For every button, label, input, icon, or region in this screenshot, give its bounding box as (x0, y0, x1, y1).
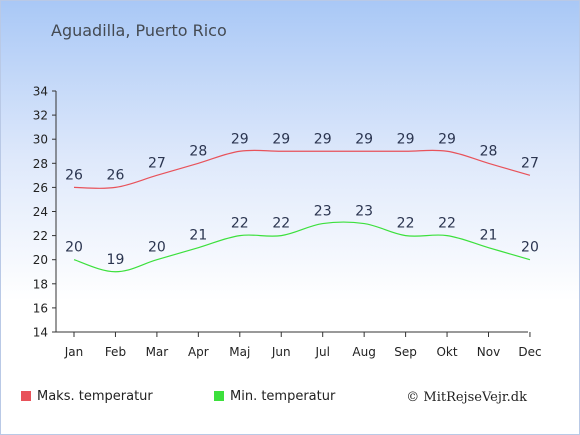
y-tick-label: 14 (33, 326, 48, 340)
data-label-max: 27 (521, 155, 539, 171)
data-label-min: 22 (438, 216, 456, 232)
data-label-min: 21 (480, 228, 498, 244)
x-tick-label: Sep (394, 345, 417, 359)
series-line-max (73, 149, 531, 189)
x-tick-label: Jan (64, 345, 84, 359)
x-tick-label: Aug (352, 345, 375, 359)
x-tick-label: Feb (105, 345, 126, 359)
legend-item-max: Maks. temperatur (21, 389, 153, 404)
data-label-min: 21 (189, 228, 207, 244)
legend-swatch-max (21, 391, 31, 401)
y-tick-label: 32 (33, 109, 48, 123)
legend-item-min: Min. temperatur (214, 389, 335, 404)
data-label-min: 20 (521, 240, 539, 256)
x-tick-label: Mar (146, 345, 169, 359)
series-line-min (73, 221, 531, 273)
y-tick-label: 16 (33, 301, 48, 315)
y-tick-label: 18 (33, 277, 48, 291)
data-label-min: 19 (107, 252, 125, 268)
data-label-max: 29 (355, 131, 373, 147)
data-label-min: 22 (272, 216, 290, 232)
y-tick-label: 28 (33, 157, 48, 171)
data-label-max: 26 (65, 167, 83, 183)
legend-label-min: Min. temperatur (230, 389, 336, 404)
data-label-max: 29 (231, 131, 249, 147)
x-tick-label: Jul (314, 345, 329, 359)
chart-title: Aguadilla, Puerto Rico (51, 21, 227, 40)
series-lines (73, 149, 531, 273)
x-tick-label: Maj (229, 345, 250, 359)
data-label-max: 29 (397, 131, 415, 147)
x-tick-label: Jun (271, 345, 291, 359)
y-tick-label: 26 (33, 181, 48, 195)
data-label-max: 27 (148, 155, 166, 171)
axes: 14 16 18 20 22 24 26 28 30 32 34 Jan Feb Mar Apr Maj Jun… (33, 85, 542, 360)
x-tick-label: Okt (436, 345, 457, 359)
legend-label-max: Maks. temperatur (37, 389, 153, 404)
data-label-max: 29 (438, 131, 456, 147)
data-label-max: 28 (189, 143, 207, 159)
legend-swatch-min (214, 391, 224, 401)
data-label-max: 29 (314, 131, 332, 147)
data-label-min: 20 (148, 240, 166, 256)
data-label-min: 22 (231, 216, 249, 232)
x-tick-label: Apr (188, 345, 209, 359)
data-labels: 26 26 27 28 29 29 29 29 29 29 28 27 20 19 20 21 22 22 23 23… (65, 131, 539, 268)
data-label-min: 22 (397, 216, 415, 232)
y-tick-label: 20 (33, 253, 48, 267)
x-tick-label: Dec (518, 345, 541, 359)
data-label-min: 23 (355, 204, 373, 220)
data-label-min: 23 (314, 204, 332, 220)
y-tick-label: 24 (33, 205, 48, 219)
data-label-max: 28 (480, 143, 498, 159)
y-tick-label: 30 (33, 133, 48, 147)
y-tick-label: 34 (33, 85, 48, 99)
copyright-text: © MitRejseVejr.dk (406, 390, 527, 405)
data-label-max: 29 (272, 131, 290, 147)
x-tick-label: Nov (477, 345, 500, 359)
data-label-max: 26 (107, 167, 125, 183)
y-tick-label: 22 (33, 229, 48, 243)
data-label-min: 20 (65, 240, 83, 256)
